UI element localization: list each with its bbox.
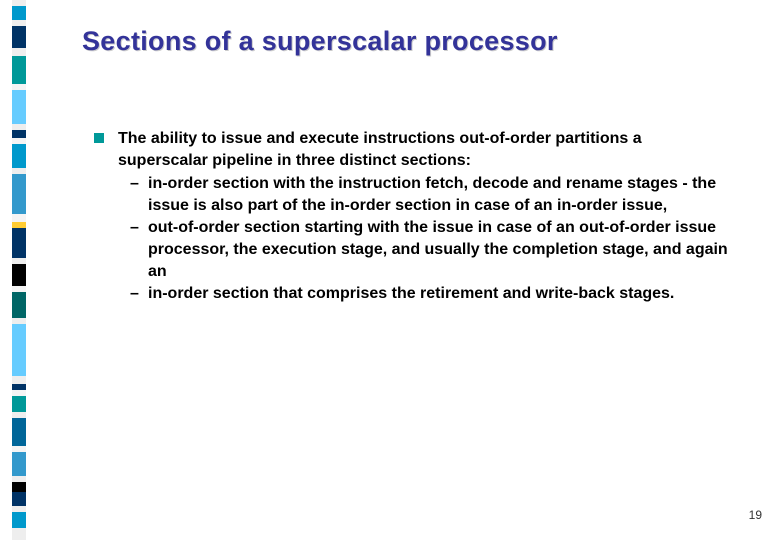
stripe-segment [12,90,26,124]
sub-bullet-item: – out-of-order section starting with the… [130,217,734,282]
stripe-segment [12,264,26,286]
slide-content: The ability to issue and execute instruc… [94,128,734,306]
sub-bullet-bold: in-order section [148,285,269,302]
page-number: 19 [749,508,762,522]
dash-icon: – [130,283,148,305]
main-bullet-text: The ability to issue and execute instruc… [118,128,734,171]
stripe-segment [12,418,26,446]
stripe-segment [12,396,26,412]
bullet-square-icon [94,133,104,143]
stripe-segment [12,228,26,258]
stripe-segment [12,376,26,384]
sub-bullet-bold: out-of-order section [148,219,300,236]
sub-bullet-bold: in-order section [148,175,269,192]
sub-bullet-list: – in-order section with the instruction … [130,173,734,305]
stripe-segment [12,48,26,56]
stripe-segment [12,144,26,168]
decorative-stripe-bar [12,0,26,540]
stripe-segment [12,292,26,318]
sub-bullet-text: out-of-order section starting with the i… [148,217,734,282]
sub-bullet-item: – in-order section that comprises the re… [130,283,734,305]
sub-bullet-text: in-order section with the instruction fe… [148,173,734,216]
stripe-segment [12,452,26,476]
slide: Sections of a superscalar processor The … [0,0,780,540]
sub-bullet-text: in-order section that comprises the reti… [148,283,674,305]
stripe-segment [12,214,26,222]
stripe-segment [12,324,26,376]
stripe-segment [12,528,26,540]
stripe-segment [12,482,26,492]
stripe-segment [12,130,26,138]
stripe-segment [12,56,26,84]
stripe-segment [12,512,26,528]
stripe-segment [12,6,26,20]
sub-bullet-item: – in-order section with the instruction … [130,173,734,216]
stripe-segment [12,26,26,48]
sub-bullet-rest: that comprises the retirement and write-… [269,285,674,302]
main-bullet: The ability to issue and execute instruc… [94,128,734,171]
dash-icon: – [130,217,148,239]
dash-icon: – [130,173,148,195]
slide-title: Sections of a superscalar processor [82,26,558,57]
stripe-segment [12,492,26,506]
stripe-segment [12,174,26,214]
